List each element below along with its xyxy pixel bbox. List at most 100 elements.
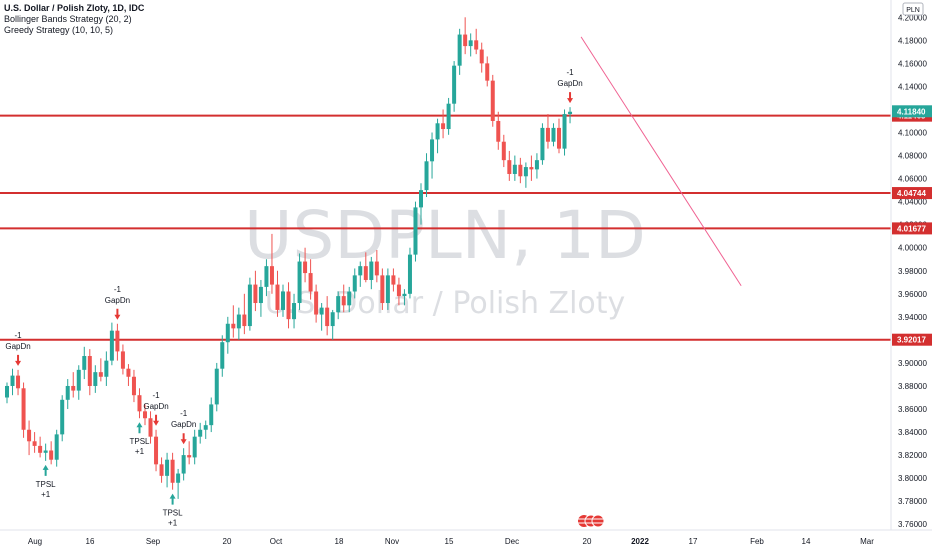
candle-body (518, 164, 523, 177)
candle (413, 201, 418, 262)
candle-body (490, 80, 495, 121)
time-tick-label: Oct (270, 537, 283, 546)
candle (214, 362, 219, 412)
signal-label-name: GapDn (5, 342, 30, 351)
candle (143, 404, 147, 426)
time-tick-label: 14 (802, 537, 811, 546)
time-tick-label: 20 (223, 537, 232, 546)
candle (435, 118, 440, 154)
candle (126, 364, 131, 386)
candle (407, 247, 412, 299)
candle (424, 153, 429, 198)
price-tick-label: 4.20000 (898, 13, 927, 22)
strategy-signals: -1GapDnTPSL+1-1GapDnTPSL+1-1GapDnTPSL+1-… (5, 68, 582, 528)
candle-body (308, 273, 313, 292)
candle (253, 270, 258, 312)
legend-indicator-bollinger[interactable]: Bollinger Bands Strategy (20, 2) (4, 14, 132, 24)
time-tick-label: Dec (505, 537, 519, 546)
candle (474, 28, 479, 55)
candle (297, 253, 302, 310)
price-tag-3: 3.92017 (892, 333, 932, 346)
price-tag-bg (892, 187, 932, 200)
candle (430, 132, 435, 179)
candle (231, 305, 236, 338)
candle (319, 303, 324, 331)
time-tick-label: 16 (86, 537, 95, 546)
candle-body (523, 167, 528, 177)
candle-body (557, 127, 561, 149)
candle-body (165, 459, 170, 476)
candle-body (452, 65, 457, 104)
candle (181, 448, 186, 481)
candle-body (148, 418, 153, 437)
price-tick-label: 3.94000 (898, 313, 927, 322)
candle-body (512, 164, 517, 174)
time-tick-label: 18 (335, 537, 344, 546)
candle-body (496, 120, 501, 142)
candle (341, 284, 346, 313)
candle-body (485, 63, 490, 81)
candle-body (529, 167, 534, 170)
candle (137, 388, 142, 419)
time-tick-label: Feb (750, 537, 764, 546)
price-tick-label: 3.82000 (898, 451, 927, 460)
candle-body (93, 372, 98, 386)
candle (330, 309, 335, 340)
candle-body (236, 314, 241, 329)
candle (496, 111, 501, 150)
price-tick-label: 4.16000 (898, 59, 927, 68)
candle (540, 123, 545, 165)
arrow-down-icon (153, 414, 160, 426)
price-tick-label: 3.84000 (898, 428, 927, 437)
candle (529, 155, 534, 181)
candle (170, 452, 175, 490)
candle-body (65, 385, 70, 400)
currency-badge[interactable]: PLN (902, 2, 924, 16)
candle (109, 322, 114, 366)
signal-label-qty: +1 (41, 490, 51, 499)
legend-indicator-greedy[interactable]: Greedy Strategy (10, 10, 5) (4, 25, 114, 35)
signal-down-4: -1 GapDn (143, 391, 169, 426)
candle-body (297, 261, 302, 304)
trendline[interactable] (580, 36, 742, 287)
price-axis[interactable]: 4.200004.180004.160004.140004.120004.100… (898, 13, 927, 529)
candle (336, 291, 341, 320)
flag-icon[interactable] (578, 514, 605, 528)
candle (292, 293, 297, 329)
candle-body (209, 404, 214, 426)
price-tick-label: 4.04000 (898, 198, 927, 207)
candle-body (424, 161, 429, 191)
arrow-up-icon (136, 422, 143, 434)
signal-label-name: TPSL (129, 437, 150, 446)
candle (93, 365, 98, 393)
candle (154, 429, 159, 472)
candle (60, 395, 65, 442)
candle-body (336, 296, 341, 313)
candle (419, 183, 423, 225)
candle-body (198, 429, 203, 437)
candle-body (192, 436, 197, 458)
horizontal-levels[interactable] (0, 114, 891, 341)
candle-body (87, 356, 92, 386)
candle (396, 277, 401, 306)
candle-body (463, 34, 468, 47)
candle-body (396, 284, 401, 297)
candle (325, 296, 330, 336)
time-tick-label: 2022 (631, 537, 649, 546)
price-tag-1: 4.04744 (892, 187, 932, 200)
time-axis[interactable]: Aug 16 Sep 20 Oct 18 Nov 15 Dec 20 2022 17 Feb 14 Mar (28, 537, 874, 546)
candle-body (176, 473, 181, 483)
candle (463, 17, 468, 55)
candle-body (137, 395, 142, 412)
candle-body (43, 450, 48, 453)
signal-label-name: GapDn (143, 402, 168, 411)
candle (120, 344, 125, 375)
signal-label-qty: -1 (14, 331, 22, 340)
time-tick-label: 20 (583, 537, 592, 546)
candle (258, 279, 263, 317)
candle-body (446, 103, 451, 130)
candle-body (10, 375, 15, 386)
trendline-segment[interactable] (580, 36, 742, 287)
